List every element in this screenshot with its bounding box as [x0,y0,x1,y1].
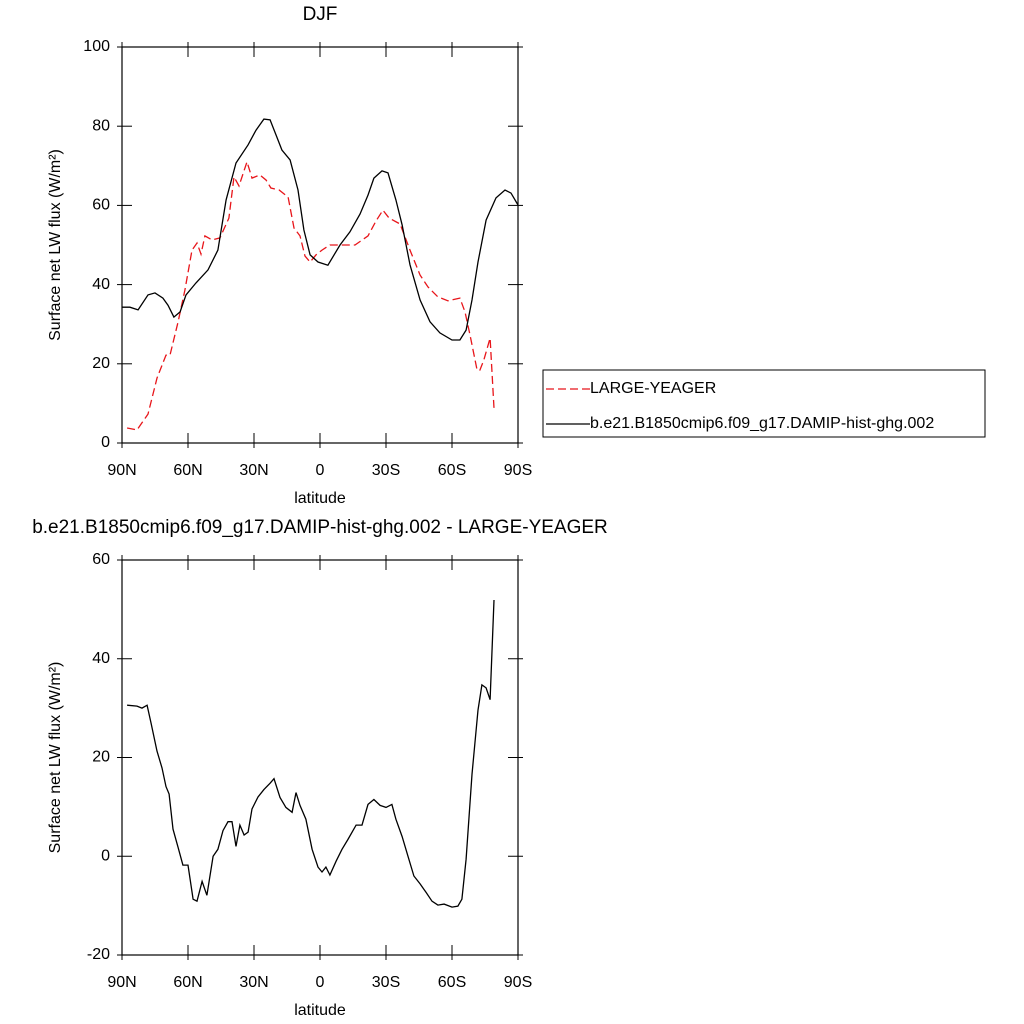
x-tick-label: 60N [173,974,202,991]
plot-frame [121,559,519,956]
x-tick-label: 60N [173,462,202,479]
y-tick-label: 40 [92,276,110,293]
x-tick-label: 30S [372,974,400,991]
x-tick-label: 0 [316,462,325,479]
x-axis-label: latitude [294,490,346,507]
y-tick-label: 40 [92,650,110,667]
y-axis-label: Surface net LW flux (W/m²) [47,662,64,854]
legend-label: LARGE-YEAGER [590,380,716,397]
x-axis-label: latitude [294,1002,346,1019]
x-tick-label: 30S [372,462,400,479]
x-tick-label: 90S [504,974,532,991]
plot-frame [121,46,519,444]
y-tick-label: -20 [87,946,110,963]
y-tick-label: 80 [92,117,110,134]
y-tick-label: 60 [92,197,110,214]
x-tick-label: 60S [438,462,466,479]
x-tick-label: 90N [107,974,136,991]
y-tick-label: 20 [92,355,110,372]
x-tick-label: 90N [107,462,136,479]
x-tick-label: 30N [239,974,268,991]
x-tick-label: 90S [504,462,532,479]
y-axis-label: Surface net LW flux (W/m²) [47,149,64,341]
x-tick-label: 30N [239,462,268,479]
x-tick-label: 60S [438,974,466,991]
y-tick-label: 60 [92,551,110,568]
legend-label: b.e21.B1850cmip6.f09_g17.DAMIP-hist-ghg.… [590,415,934,432]
data-line [122,118,519,341]
y-tick-label: 0 [101,434,110,451]
data-line [127,599,495,908]
chart-title: b.e21.B1850cmip6.f09_g17.DAMIP-hist-ghg.… [32,517,608,538]
legend-box [542,369,986,438]
y-tick-label: 100 [83,38,110,55]
x-tick-label: 0 [316,974,325,991]
data-line [126,159,495,431]
chart-title: DJF [303,4,338,25]
y-tick-label: 0 [101,847,110,864]
y-tick-label: 20 [92,749,110,766]
